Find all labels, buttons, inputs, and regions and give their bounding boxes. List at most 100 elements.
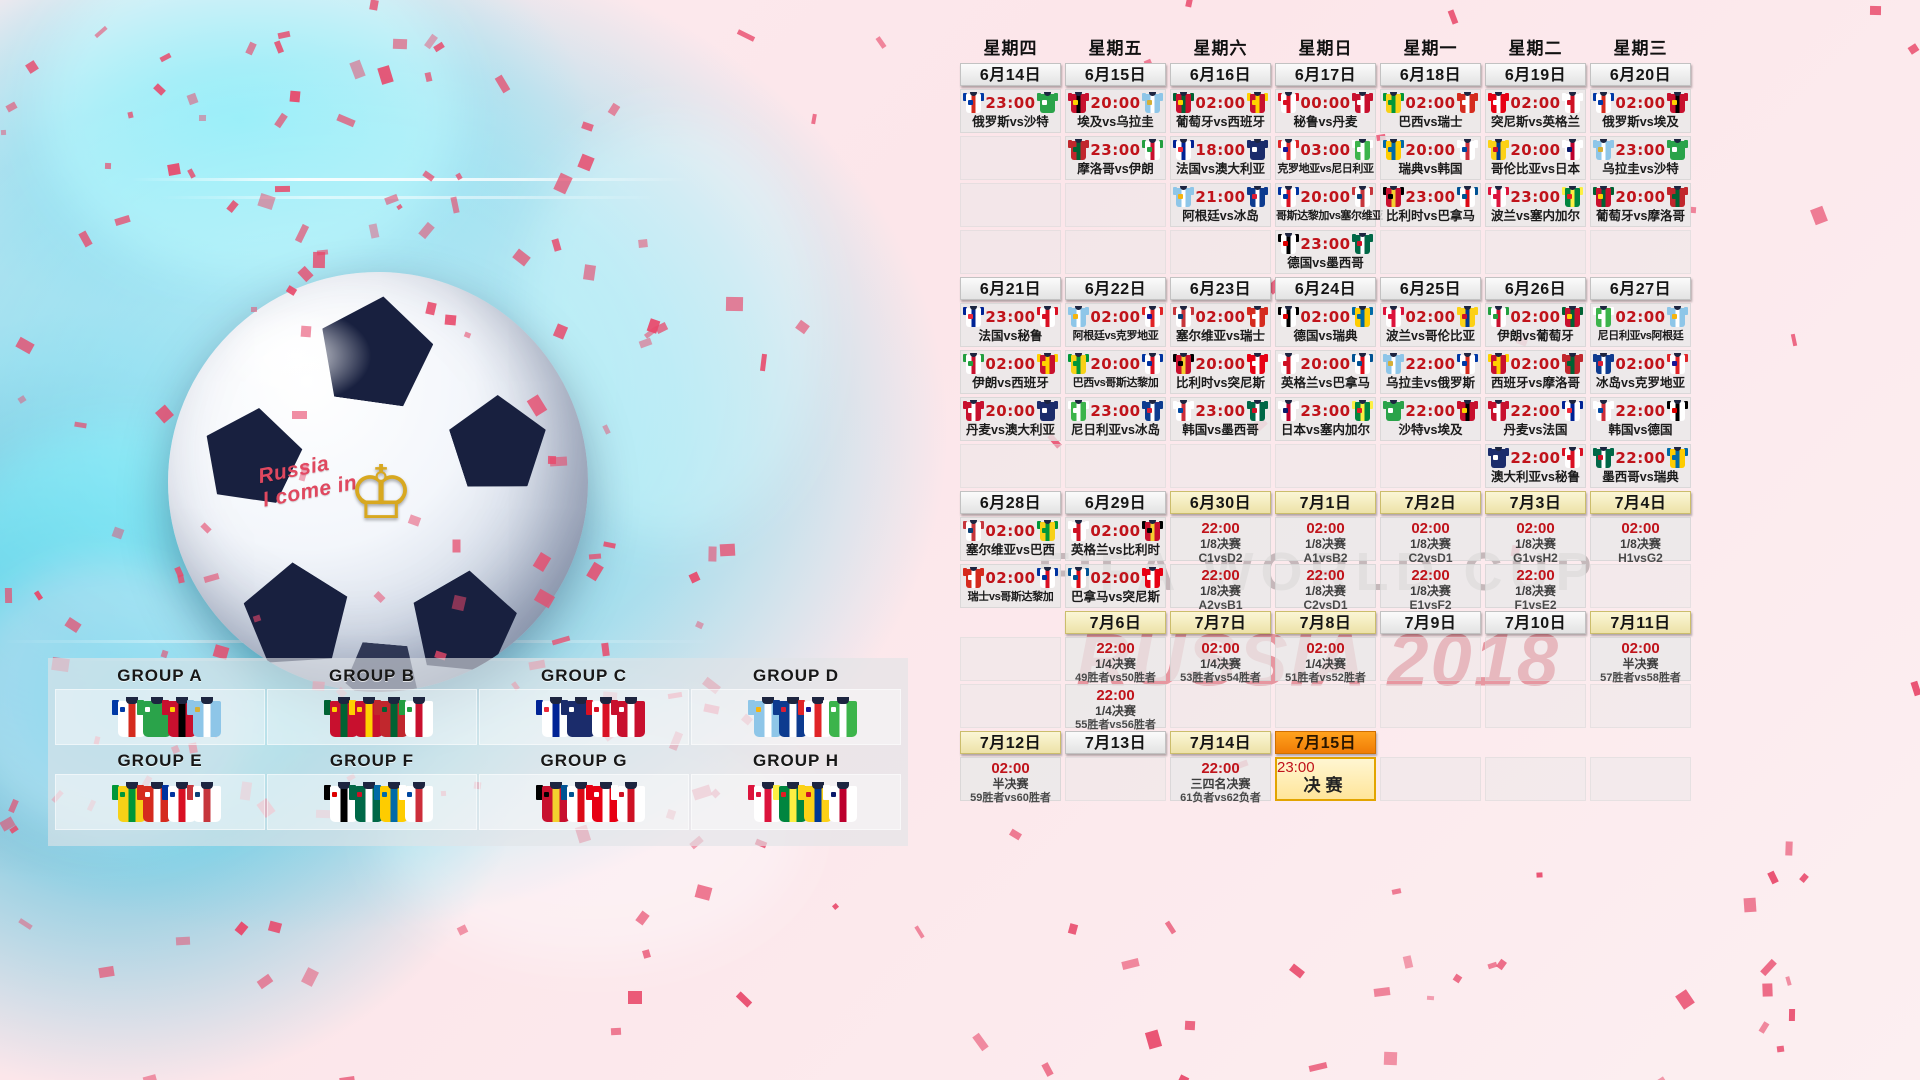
match-cell[interactable]: 02:00 英格兰vs比利时 bbox=[1065, 517, 1166, 561]
date-chip[interactable]: 6月30日 bbox=[1170, 491, 1271, 514]
date-chip[interactable]: 6月24日 bbox=[1275, 277, 1376, 300]
match-cell[interactable]: 18:00 法国vs澳大利亚 bbox=[1170, 136, 1271, 180]
date-chip[interactable]: 6月15日 bbox=[1065, 63, 1166, 86]
match-cell[interactable]: 22:00 韩国vs德国 bbox=[1590, 397, 1691, 441]
match-cell[interactable]: 02:00 葡萄牙vs西班牙 bbox=[1170, 89, 1271, 133]
date-chip[interactable]: 6月22日 bbox=[1065, 277, 1166, 300]
knockout-match-cell[interactable]: 02:00 半决赛 59胜者vs60胜者 bbox=[960, 757, 1061, 804]
match-cell[interactable]: 22:00 乌拉圭vs俄罗斯 bbox=[1380, 350, 1481, 394]
match-cell[interactable]: 02:00 俄罗斯vs埃及 bbox=[1590, 89, 1691, 133]
knockout-match-cell[interactable]: 22:00 1/8决赛 E1vsF2 bbox=[1380, 564, 1481, 612]
date-chip[interactable]: 6月27日 bbox=[1590, 277, 1691, 300]
date-chip[interactable]: 7月10日 bbox=[1485, 611, 1586, 634]
match-cell[interactable]: 02:00 突尼斯vs英格兰 bbox=[1485, 89, 1586, 133]
match-cell[interactable]: 02:00 西班牙vs摩洛哥 bbox=[1485, 350, 1586, 394]
knockout-match-cell[interactable]: 22:00 1/4决赛 49胜者vs50胜者 bbox=[1065, 637, 1166, 684]
date-chip[interactable]: 6月17日 bbox=[1275, 63, 1376, 86]
match-cell[interactable]: 20:00 葡萄牙vs摩洛哥 bbox=[1590, 183, 1691, 227]
date-chip[interactable]: 6月19日 bbox=[1485, 63, 1586, 86]
match-cell[interactable]: 02:00 伊朗vs西班牙 bbox=[960, 350, 1061, 394]
match-cell[interactable]: 22:00 丹麦vs法国 bbox=[1485, 397, 1586, 441]
match-cell[interactable]: 00:00 秘鲁vs丹麦 bbox=[1275, 89, 1376, 133]
knockout-match-cell[interactable]: 02:00 1/8决赛 G1vsH2 bbox=[1485, 517, 1586, 565]
match-cell[interactable]: 02:00 尼日利亚vs阿根廷 bbox=[1590, 303, 1691, 347]
match-cell[interactable]: 22:00 墨西哥vs瑞典 bbox=[1590, 444, 1691, 488]
match-cell[interactable]: 20:00 瑞典vs韩国 bbox=[1380, 136, 1481, 180]
match-cell[interactable]: 02:00 波兰vs哥伦比亚 bbox=[1380, 303, 1481, 347]
match-cell[interactable]: 02:00 巴拿马vs突尼斯 bbox=[1065, 564, 1166, 608]
date-chip[interactable]: 7月2日 bbox=[1380, 491, 1481, 514]
knockout-match-cell[interactable]: 02:00 1/8决赛 A1vsB2 bbox=[1275, 517, 1376, 565]
match-cell[interactable]: 02:00 塞尔维亚vs巴西 bbox=[960, 517, 1061, 561]
date-chip[interactable]: 7月12日 bbox=[960, 731, 1061, 754]
date-chip[interactable]: 7月3日 bbox=[1485, 491, 1586, 514]
date-chip[interactable]: 6月29日 bbox=[1065, 491, 1166, 514]
date-chip[interactable]: 7月13日 bbox=[1065, 731, 1166, 754]
knockout-match-cell[interactable]: 22:00 1/8决赛 F1vsE2 bbox=[1485, 564, 1586, 612]
match-cell[interactable]: 20:00 比利时vs突尼斯 bbox=[1170, 350, 1271, 394]
match-cell[interactable]: 20:00 巴西vs哥斯达黎加 bbox=[1065, 350, 1166, 394]
date-chip[interactable]: 7月15日 bbox=[1275, 731, 1376, 754]
match-cell[interactable]: 22:00 沙特vs埃及 bbox=[1380, 397, 1481, 441]
knockout-match-cell[interactable]: 22:00 1/8决赛 C1vsD2 bbox=[1170, 517, 1271, 565]
date-chip[interactable]: 7月6日 bbox=[1065, 611, 1166, 634]
date-chip[interactable]: 7月8日 bbox=[1275, 611, 1376, 634]
match-cell[interactable]: 02:00 伊朗vs葡萄牙 bbox=[1485, 303, 1586, 347]
match-cell[interactable]: 23:00 摩洛哥vs伊朗 bbox=[1065, 136, 1166, 180]
match-cell[interactable]: 22:00 澳大利亚vs秘鲁 bbox=[1485, 444, 1586, 488]
match-cell[interactable]: 20:00 埃及vs乌拉圭 bbox=[1065, 89, 1166, 133]
match-cell[interactable]: 02:00 瑞士vs哥斯达黎加 bbox=[960, 564, 1061, 608]
knockout-match-cell[interactable]: 02:00 1/8决赛 H1vsG2 bbox=[1590, 517, 1691, 565]
match-cell[interactable]: 23:00 法国vs秘鲁 bbox=[960, 303, 1061, 347]
knockout-match-cell[interactable]: 22:00 1/4决赛 55胜者vs56胜者 bbox=[1065, 684, 1166, 731]
group-box-group-b[interactable]: GROUP B bbox=[267, 666, 477, 745]
final-match-cell[interactable]: 23:00 决赛 bbox=[1275, 757, 1376, 801]
match-cell[interactable]: 23:00 德国vs墨西哥 bbox=[1275, 230, 1376, 274]
group-box-group-h[interactable]: GROUP H bbox=[691, 751, 901, 830]
match-cell[interactable]: 23:00 波兰vs塞内加尔 bbox=[1485, 183, 1586, 227]
date-chip[interactable]: 6月28日 bbox=[960, 491, 1061, 514]
group-box-group-a[interactable]: GROUP A bbox=[55, 666, 265, 745]
match-cell[interactable]: 23:00 尼日利亚vs冰岛 bbox=[1065, 397, 1166, 441]
group-box-group-g[interactable]: GROUP G bbox=[479, 751, 689, 830]
date-chip[interactable]: 7月4日 bbox=[1590, 491, 1691, 514]
match-cell[interactable]: 23:00 日本vs塞内加尔 bbox=[1275, 397, 1376, 441]
knockout-match-cell[interactable]: 02:00 1/8决赛 C2vsD1 bbox=[1380, 517, 1481, 565]
match-cell[interactable]: 20:00 丹麦vs澳大利亚 bbox=[960, 397, 1061, 441]
date-chip[interactable]: 6月20日 bbox=[1590, 63, 1691, 86]
date-chip[interactable]: 6月18日 bbox=[1380, 63, 1481, 86]
date-chip[interactable]: 6月14日 bbox=[960, 63, 1061, 86]
match-cell[interactable]: 02:00 冰岛vs克罗地亚 bbox=[1590, 350, 1691, 394]
date-chip[interactable]: 6月26日 bbox=[1485, 277, 1586, 300]
date-chip[interactable]: 6月16日 bbox=[1170, 63, 1271, 86]
date-chip[interactable]: 7月1日 bbox=[1275, 491, 1376, 514]
match-cell[interactable]: 03:00 克罗地亚vs尼日利亚 bbox=[1275, 136, 1376, 180]
match-cell[interactable]: 23:00 乌拉圭vs沙特 bbox=[1590, 136, 1691, 180]
match-cell[interactable]: 20:00 英格兰vs巴拿马 bbox=[1275, 350, 1376, 394]
date-chip[interactable]: 7月7日 bbox=[1170, 611, 1271, 634]
match-cell[interactable]: 02:00 巴西vs瑞士 bbox=[1380, 89, 1481, 133]
knockout-match-cell[interactable]: 22:00 1/8决赛 C2vsD1 bbox=[1275, 564, 1376, 612]
match-cell[interactable]: 20:00 哥斯达黎加vs塞尔维亚 bbox=[1275, 183, 1383, 227]
date-chip[interactable]: 7月14日 bbox=[1170, 731, 1271, 754]
knockout-match-cell[interactable]: 02:00 半决赛 57胜者vs58胜者 bbox=[1590, 637, 1691, 684]
group-box-group-f[interactable]: GROUP F bbox=[267, 751, 477, 830]
date-chip[interactable]: 7月9日 bbox=[1380, 611, 1481, 634]
group-box-group-e[interactable]: GROUP E bbox=[55, 751, 265, 830]
knockout-match-cell[interactable]: 02:00 1/4决赛 51胜者vs52胜者 bbox=[1275, 637, 1376, 684]
knockout-match-cell[interactable]: 22:00 1/8决赛 A2vsB1 bbox=[1170, 564, 1271, 612]
date-chip[interactable]: 6月23日 bbox=[1170, 277, 1271, 300]
match-cell[interactable]: 23:00 俄罗斯vs沙特 bbox=[960, 89, 1061, 133]
date-chip[interactable]: 7月11日 bbox=[1590, 611, 1691, 634]
knockout-match-cell[interactable]: 22:00 三四名决赛 61负者vs62负者 bbox=[1170, 757, 1271, 804]
group-box-group-c[interactable]: GROUP C bbox=[479, 666, 689, 745]
match-cell[interactable]: 02:00 阿根廷vs克罗地亚 bbox=[1065, 303, 1166, 347]
match-cell[interactable]: 21:00 阿根廷vs冰岛 bbox=[1170, 183, 1271, 227]
group-box-group-d[interactable]: GROUP D bbox=[691, 666, 901, 745]
match-cell[interactable]: 20:00 哥伦比亚vs日本 bbox=[1485, 136, 1586, 180]
date-chip[interactable]: 6月25日 bbox=[1380, 277, 1481, 300]
knockout-match-cell[interactable]: 02:00 1/4决赛 53胜者vs54胜者 bbox=[1170, 637, 1271, 684]
match-cell[interactable]: 02:00 塞尔维亚vs瑞士 bbox=[1170, 303, 1271, 347]
match-cell[interactable]: 23:00 韩国vs墨西哥 bbox=[1170, 397, 1271, 441]
match-cell[interactable]: 23:00 比利时vs巴拿马 bbox=[1380, 183, 1481, 227]
